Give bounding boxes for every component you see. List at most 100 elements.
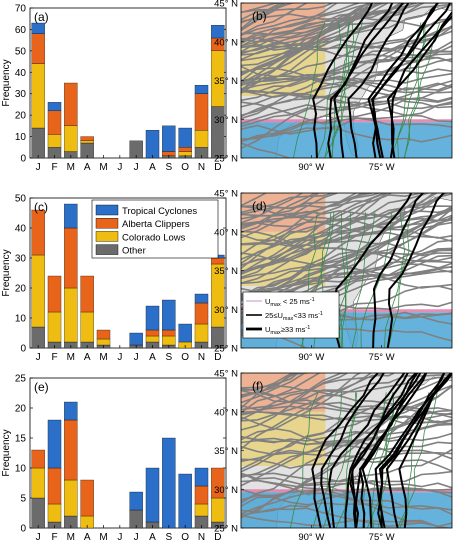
y-tick-label: 0 [20, 524, 26, 535]
bar-segment [145, 467, 160, 523]
y-tick-label: 0 [20, 344, 26, 355]
y-axis-label: Frequency [1, 249, 12, 296]
storm-track [241, 193, 389, 228]
intense-track [320, 373, 385, 528]
storm-track [241, 3, 403, 56]
panel-label: (b) [252, 9, 267, 23]
storm-track [241, 373, 310, 392]
bar-segment [31, 33, 45, 64]
legend-swatch [95, 204, 119, 216]
storm-track [241, 37, 452, 53]
storm-track [241, 3, 383, 90]
intense-track [312, 3, 374, 158]
storm-track [241, 214, 452, 297]
x-tick-label: J [117, 532, 122, 543]
y-tick-label: 5 [20, 494, 26, 505]
thin-track [351, 212, 376, 348]
x-tick-label: A [149, 352, 156, 363]
storm-track [241, 3, 382, 45]
storm-track [241, 193, 450, 266]
storm-track [241, 373, 362, 450]
x-tick-label: J [134, 352, 139, 363]
lon-label: 75° W [369, 352, 395, 363]
bar-segment [80, 479, 94, 517]
x-tick-label: J [117, 162, 122, 173]
legend-entry: Umax < 25 ms-1 [265, 297, 315, 308]
bar-segment [211, 497, 225, 523]
bar-segment [64, 419, 78, 481]
intense-track [386, 193, 445, 348]
bar-segment [129, 491, 143, 511]
x-tick-label: F [51, 532, 57, 543]
storm-track [241, 233, 452, 269]
bar-segment [31, 326, 45, 349]
legend-entry: 25≤Umax<33 ms-1 [265, 311, 323, 322]
x-tick-label: M [67, 352, 75, 363]
storm-track [241, 373, 304, 398]
storm-track [241, 193, 389, 274]
x-tick-label: M [99, 352, 107, 363]
x-tick-label: M [67, 162, 75, 173]
x-tick-label: A [84, 532, 91, 543]
bar-segment [194, 485, 209, 505]
storm-track [241, 514, 452, 528]
bar-segment [194, 302, 209, 325]
intense-track [386, 10, 452, 158]
bar-segment [31, 254, 45, 328]
legend-entry: Other [122, 246, 146, 257]
legend-entry: Colorado Lows [122, 232, 186, 243]
storm-track [241, 3, 362, 36]
x-tick-label: J [36, 162, 41, 173]
thin-track [316, 22, 342, 158]
y-tick-label: 20 [15, 111, 27, 122]
storm-track [241, 3, 379, 53]
y-tick-label: 10 [15, 132, 27, 143]
storm-track [241, 488, 452, 511]
y-axis-label: Frequency [1, 429, 12, 476]
x-tick-label: D [214, 532, 221, 543]
bar-segment [162, 335, 176, 346]
thin-track [339, 212, 366, 348]
bar-segment [194, 467, 209, 487]
bar-segment [211, 467, 225, 499]
x-tick-label: J [134, 162, 139, 173]
bar-segment [64, 125, 78, 152]
bar-segment [96, 338, 111, 346]
x-tick-label: S [165, 352, 172, 363]
y-tick-label: 20 [15, 404, 27, 415]
storm-type-legend: Tropical Cyclones Alberta Clippers Colorad… [91, 199, 219, 259]
bar-segment [96, 329, 111, 340]
y-tick-label: 40 [15, 68, 27, 79]
bar-segment [194, 84, 209, 94]
pink-band [241, 119, 452, 123]
bar-segment [80, 136, 94, 142]
bar-segment [145, 329, 160, 337]
lat-label: 25° N [214, 344, 238, 355]
y-tick-label: 50 [15, 46, 27, 57]
bar-segment [31, 449, 45, 469]
y-axis-label: Frequency [1, 59, 12, 106]
y-tick-label: 10 [15, 314, 27, 325]
y-tick-label: 60 [15, 25, 27, 36]
y-tick-label: 50 [15, 194, 27, 205]
storm-track [241, 26, 452, 86]
lon-label: 75° W [369, 532, 395, 543]
intense-track [372, 193, 425, 348]
storm-track [241, 388, 452, 412]
intense-track [327, 3, 394, 158]
y-tick-label: 40 [15, 224, 27, 235]
storm-track [241, 124, 452, 143]
bar-segment [47, 102, 62, 112]
bar-segment [80, 140, 94, 144]
lat-label: 45° N [214, 0, 238, 10]
storm-track [241, 193, 336, 214]
intense-track [311, 373, 380, 528]
lat-label: 35° N [214, 446, 238, 457]
panel-label: (a) [34, 10, 49, 24]
x-tick-label: J [117, 352, 122, 363]
intense-track [390, 14, 452, 158]
bar-segment [129, 332, 143, 346]
bar-segment [64, 82, 78, 127]
panel-label: (f) [252, 379, 263, 393]
x-tick-label: A [149, 162, 156, 173]
